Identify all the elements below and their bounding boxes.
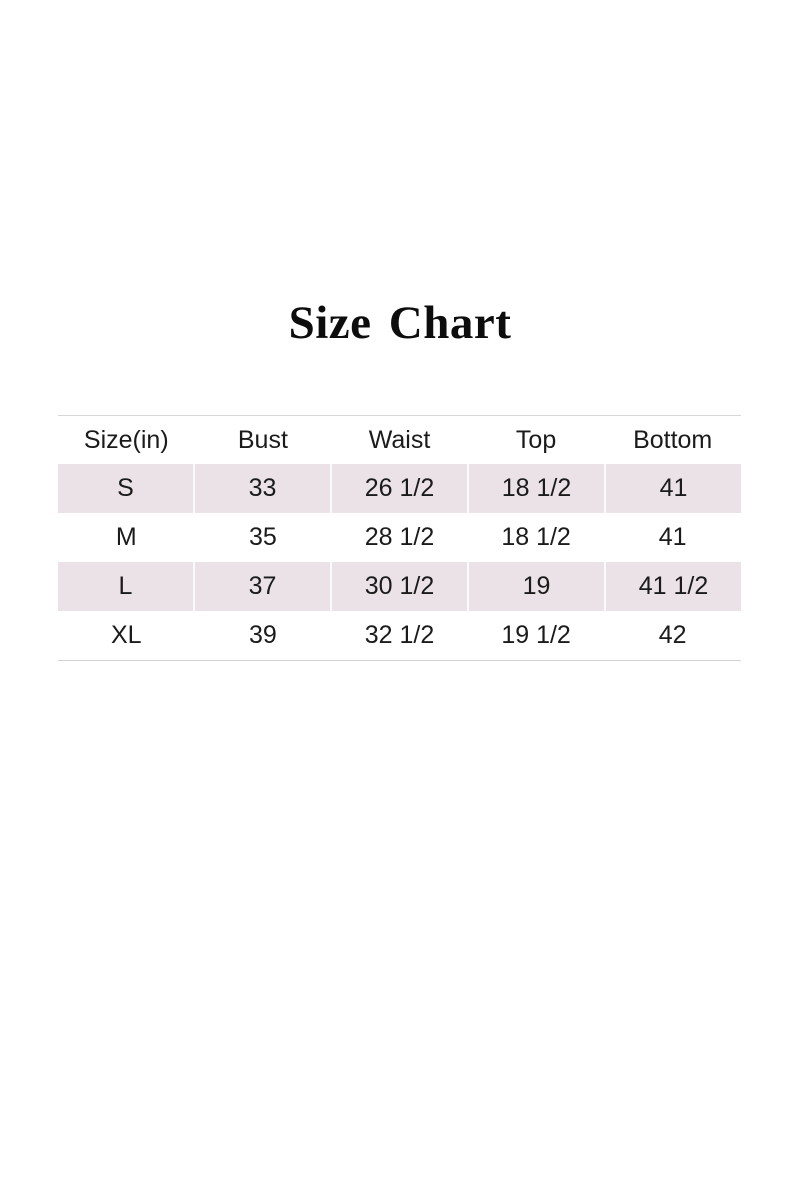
- cell-bottom: 41: [604, 464, 741, 513]
- cell-top: 19 1/2: [501, 621, 571, 649]
- cell-size: L: [58, 562, 193, 611]
- column-header-top: Top: [515, 426, 557, 454]
- column-header-bust: Bust: [237, 426, 288, 454]
- cell-waist: 32 1/2: [364, 621, 435, 649]
- cell-waist: 28 1/2: [364, 523, 435, 551]
- cell-size: S: [58, 464, 193, 513]
- column-header-bottom: Bottom: [633, 426, 713, 454]
- cell-bottom: 42: [658, 621, 687, 649]
- table-row-l: L 37 30 1/2 19 41 1/2: [58, 562, 741, 611]
- cell-bottom: 41 1/2: [604, 562, 741, 611]
- cell-bottom: 41: [658, 523, 687, 551]
- table-row-s: S 33 26 1/2 18 1/2 41: [58, 464, 741, 513]
- page-title: Size Chart: [288, 297, 512, 349]
- table-header-row: Size(in) Bust Waist Top Bottom: [58, 416, 741, 464]
- cell-bust: 37: [193, 562, 330, 611]
- size-chart-table: Size(in) Bust Waist Top Bottom S 33 26 1…: [58, 415, 741, 661]
- cell-top: 19: [467, 562, 604, 611]
- cell-size: M: [115, 523, 137, 551]
- cell-bust: 33: [193, 464, 330, 513]
- cell-top: 18 1/2: [467, 464, 604, 513]
- cell-bust: 39: [248, 621, 277, 649]
- cell-waist: 30 1/2: [330, 562, 467, 611]
- table-row-m: M 35 28 1/2 18 1/2 41: [58, 513, 741, 562]
- column-header-size: Size(in): [83, 426, 169, 454]
- table-row-xl: XL 39 32 1/2 19 1/2 42: [58, 611, 741, 660]
- cell-waist: 26 1/2: [330, 464, 467, 513]
- cell-top: 18 1/2: [501, 523, 571, 551]
- cell-bust: 35: [248, 523, 277, 551]
- cell-size: XL: [111, 621, 142, 649]
- column-header-waist: Waist: [368, 426, 431, 454]
